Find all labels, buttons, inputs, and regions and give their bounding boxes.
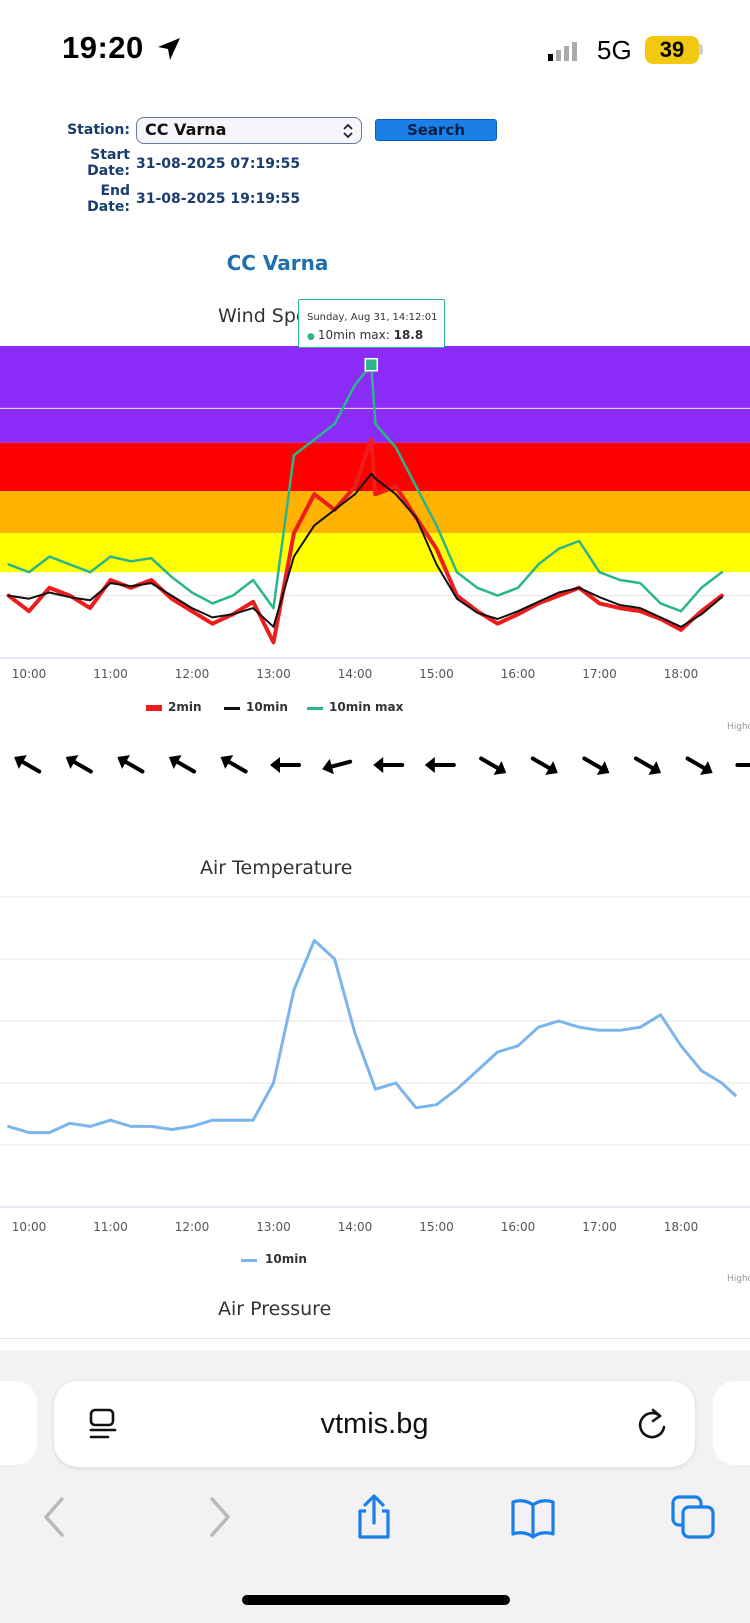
temp-chart-title: Air Temperature <box>200 857 353 879</box>
bookmarks-icon[interactable] <box>509 1493 557 1541</box>
wind-series-10min <box>7 472 723 628</box>
wind-hover-marker[interactable] <box>364 357 379 372</box>
legend-swatch-10min-max <box>307 707 323 710</box>
start-date-label-line2: Date: <box>87 163 130 179</box>
wind-direction-arrow-icon <box>117 755 145 774</box>
wind-direction-arrow-icon <box>424 757 456 773</box>
battery-icon: 39 <box>645 36 699 64</box>
start-date-label: Start Date: <box>66 147 130 179</box>
station-select[interactable]: CC Varna <box>136 117 362 144</box>
back-icon[interactable] <box>32 1493 80 1541</box>
page-menu-icon[interactable] <box>88 1408 118 1440</box>
search-button[interactable]: Search <box>375 119 497 141</box>
url-text[interactable]: vtmis.bg <box>320 1408 429 1440</box>
wind-direction-arrow-icon <box>270 757 301 773</box>
wind-x-tick-label: 18:00 <box>664 667 699 681</box>
temp-legend: 10min <box>0 1252 750 1272</box>
tooltip-value: 18.8 <box>393 328 424 342</box>
pressure-chart-gridline <box>0 1338 750 1339</box>
wind-x-tick-label: 11:00 <box>93 667 128 681</box>
wind-x-tick-label: 14:00 <box>338 667 373 681</box>
forward-icon[interactable] <box>194 1493 242 1541</box>
wind-direction-arrow-icon <box>479 756 507 775</box>
wind-direction-row <box>14 755 750 775</box>
wind-chart-credit[interactable]: Highc <box>727 722 750 732</box>
end-date-value[interactable]: 31-08-2025 19:19:55 <box>136 191 301 207</box>
end-date-label-line1: End <box>100 183 130 199</box>
signal-bars-icon <box>548 42 577 61</box>
temp-x-tick-label: 12:00 <box>175 1220 210 1234</box>
wind-direction-arrow-icon <box>633 756 662 775</box>
legend-label-temp-10min: 10min <box>265 1252 307 1266</box>
tooltip-date: Sunday, Aug 31, 14:12:01 <box>307 312 438 323</box>
wind-band-3 <box>0 533 750 573</box>
pressure-chart-title: Air Pressure <box>218 1298 332 1320</box>
temp-x-tick-label: 11:00 <box>93 1220 128 1234</box>
air-temperature-chart[interactable]: 10:00 11:00 12:00 13:00 14:00 15:00 16:00 17:00… <box>0 890 750 1235</box>
legend-swatch-temp-10min <box>241 1259 257 1262</box>
wind-direction-arrow-icon <box>322 758 353 775</box>
start-date-value[interactable]: 31-08-2025 07:19:55 <box>136 156 301 172</box>
legend-label-2min: 2min <box>168 700 202 714</box>
legend-swatch-2min <box>146 705 162 711</box>
wind-direction-arrow-icon <box>530 756 558 775</box>
wind-x-tick-label: 10:00 <box>12 667 47 681</box>
wind-direction-arrow-icon <box>168 755 197 774</box>
tooltip-series-name: 10min max: <box>317 328 390 342</box>
temp-x-tick-label: 17:00 <box>582 1220 617 1234</box>
wind-x-tick-label: 12:00 <box>175 667 210 681</box>
station-select-value: CC Varna <box>145 120 227 139</box>
start-date-label-line1: Start <box>90 147 130 163</box>
address-bar[interactable]: vtmis.bg <box>54 1381 695 1467</box>
tabs-icon[interactable] <box>669 1493 717 1541</box>
end-date-label-line2: Date: <box>87 199 130 215</box>
reload-icon[interactable] <box>636 1407 668 1441</box>
temp-x-tick-label: 18:00 <box>664 1220 699 1234</box>
station-label: Station: <box>67 122 130 138</box>
page-heading: CC Varna <box>226 251 329 275</box>
status-bar: 19:20 5G 39 <box>0 0 750 100</box>
share-icon[interactable] <box>350 1493 398 1541</box>
temp-x-tick-label: 10:00 <box>12 1220 47 1234</box>
previous-tab-preview[interactable] <box>0 1381 37 1465</box>
temp-chart-credit[interactable]: Highc <box>727 1274 750 1284</box>
wind-direction-arrow-icon <box>220 755 248 774</box>
chart-tooltip: Sunday, Aug 31, 14:12:01 ● 10min max: 18.… <box>298 299 445 348</box>
wind-speed-chart[interactable]: 10:00 11:00 12:00 13:00 14:00 15:00 16:00 17:00… <box>0 340 750 690</box>
wind-band-2 <box>0 491 750 534</box>
end-date-label: End Date: <box>66 183 130 215</box>
tooltip-series: ● 10min max: 18.8 <box>307 328 423 342</box>
legend-swatch-10min <box>224 707 240 710</box>
temp-x-tick-label: 15:00 <box>419 1220 454 1234</box>
legend-label-10min-max: 10min max <box>329 700 404 714</box>
temp-x-tick-label: 13:00 <box>256 1220 291 1234</box>
legend-label-10min: 10min <box>246 700 288 714</box>
wind-x-tick-label: 13:00 <box>256 667 291 681</box>
wind-chart-title: Wind Spe <box>218 305 308 327</box>
wind-direction-arrow-icon <box>14 755 42 774</box>
wind-x-tick-label: 15:00 <box>419 667 454 681</box>
next-tab-preview[interactable] <box>713 1381 750 1465</box>
status-time: 19:20 <box>62 30 144 65</box>
wind-direction-arrow-icon <box>65 755 93 774</box>
chevron-updown-icon <box>343 123 353 139</box>
battery-tip <box>699 44 703 55</box>
wind-direction-arrow-icon <box>582 756 610 775</box>
wind-direction-arrow-icon <box>373 757 405 773</box>
wind-series-2min <box>6 437 724 645</box>
wind-x-tick-label: 16:00 <box>501 667 536 681</box>
temp-x-tick-label: 16:00 <box>501 1220 536 1234</box>
wind-direction-arrow-icon <box>735 763 750 767</box>
temp-x-tick-label: 14:00 <box>338 1220 373 1234</box>
wind-x-tick-label: 17:00 <box>582 667 617 681</box>
location-arrow-icon <box>158 38 180 60</box>
home-indicator <box>242 1595 510 1605</box>
tooltip-dot-icon: ● <box>307 332 315 342</box>
temp-series-10min <box>7 938 737 1135</box>
wind-legend: 2min 10min 10min max <box>0 700 750 720</box>
network-type: 5G <box>597 35 632 65</box>
wind-direction-arrow-icon <box>685 756 713 775</box>
